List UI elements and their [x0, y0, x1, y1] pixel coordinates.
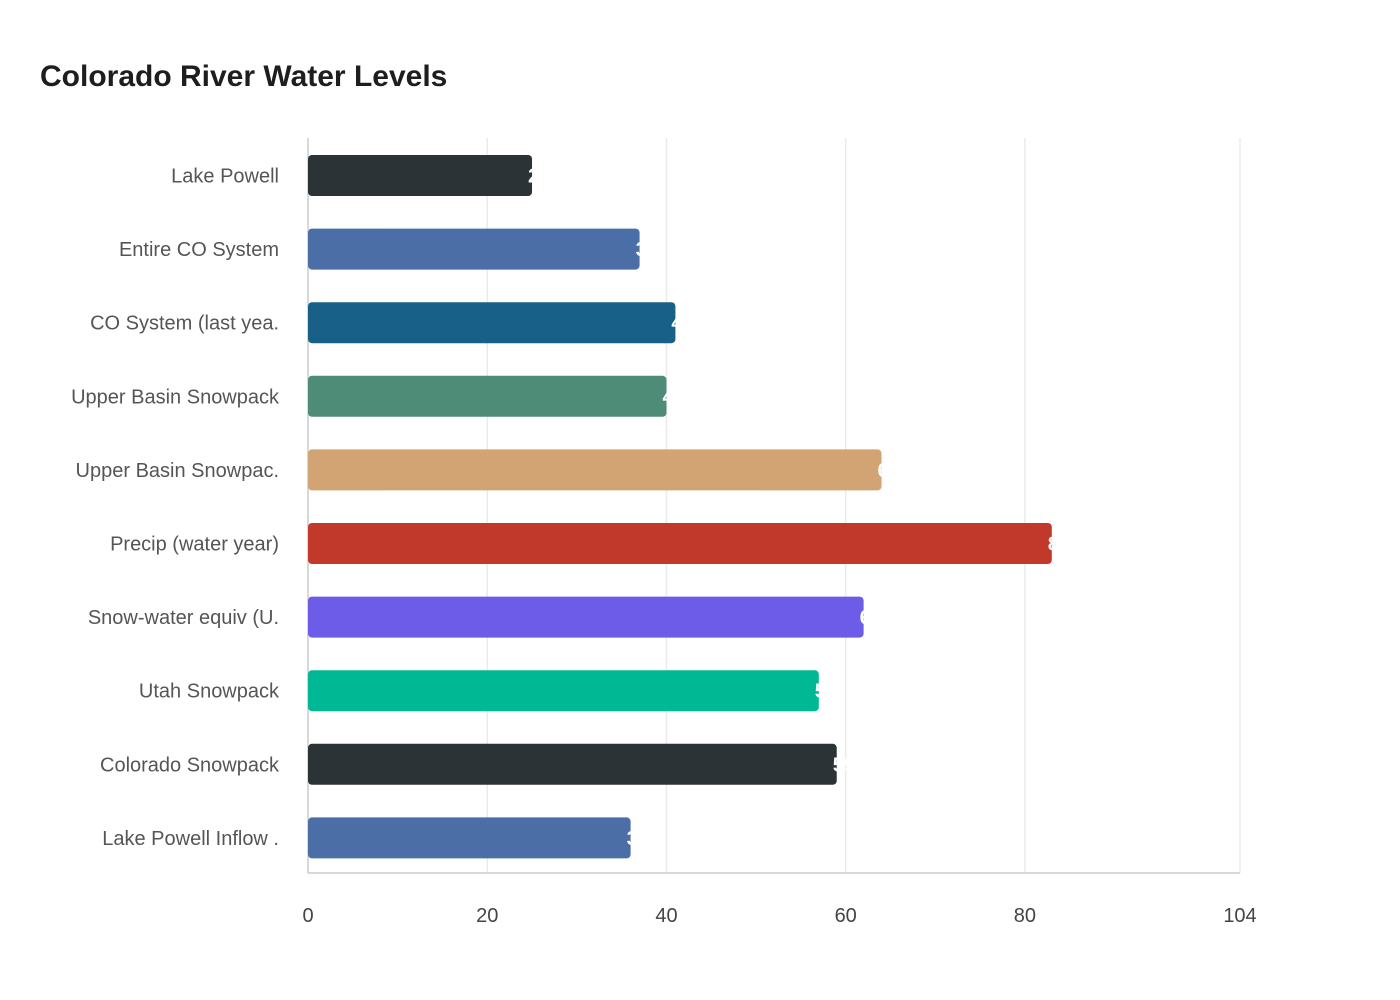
category-label: Colorado Snowpack: [100, 754, 280, 776]
x-tick-label: 20: [476, 905, 498, 927]
bar: [308, 670, 819, 712]
bar: [308, 228, 640, 270]
bar: [308, 596, 864, 638]
bar-value-label: 59: [833, 754, 855, 776]
bar-value-label: 83: [1048, 534, 1070, 556]
bar: [308, 743, 837, 785]
x-tick-label: 0: [302, 905, 313, 927]
category-label: Precip (water year): [110, 534, 279, 556]
bar: [308, 523, 1052, 564]
bar-value-label: 25: [528, 166, 550, 188]
bar-value-label: 36: [627, 828, 649, 850]
bar: [308, 155, 533, 196]
category-label: CO System (last yea.: [90, 313, 279, 335]
x-tick-label: 80: [1014, 905, 1036, 927]
x-tick-label: 104: [1223, 905, 1256, 927]
category-label: Entire CO System: [119, 239, 279, 261]
chart-title: Colorado River Water Levels: [40, 60, 448, 93]
bar-value-label: 57: [815, 681, 837, 703]
bar: [308, 817, 631, 859]
category-label: Lake Powell Inflow .: [102, 828, 279, 850]
category-label: Lake Powell: [171, 166, 279, 188]
bar-value-label: 64: [878, 460, 901, 482]
category-label: Utah Snowpack: [139, 681, 280, 703]
bar: [308, 375, 667, 417]
bar-value-label: 62: [860, 607, 882, 629]
bar-value-label: 37: [636, 239, 658, 261]
x-tick-label: 60: [835, 905, 857, 927]
category-label: Upper Basin Snowpac.: [76, 460, 279, 482]
category-label: Snow-water equiv (U.: [88, 607, 279, 629]
bar: [308, 449, 882, 491]
category-label: Upper Basin Snowpack: [71, 386, 280, 408]
bar: [308, 302, 676, 344]
x-tick-label: 40: [655, 905, 677, 927]
bar-value-label: 40: [662, 386, 684, 408]
bar-value-label: 41: [671, 313, 693, 335]
